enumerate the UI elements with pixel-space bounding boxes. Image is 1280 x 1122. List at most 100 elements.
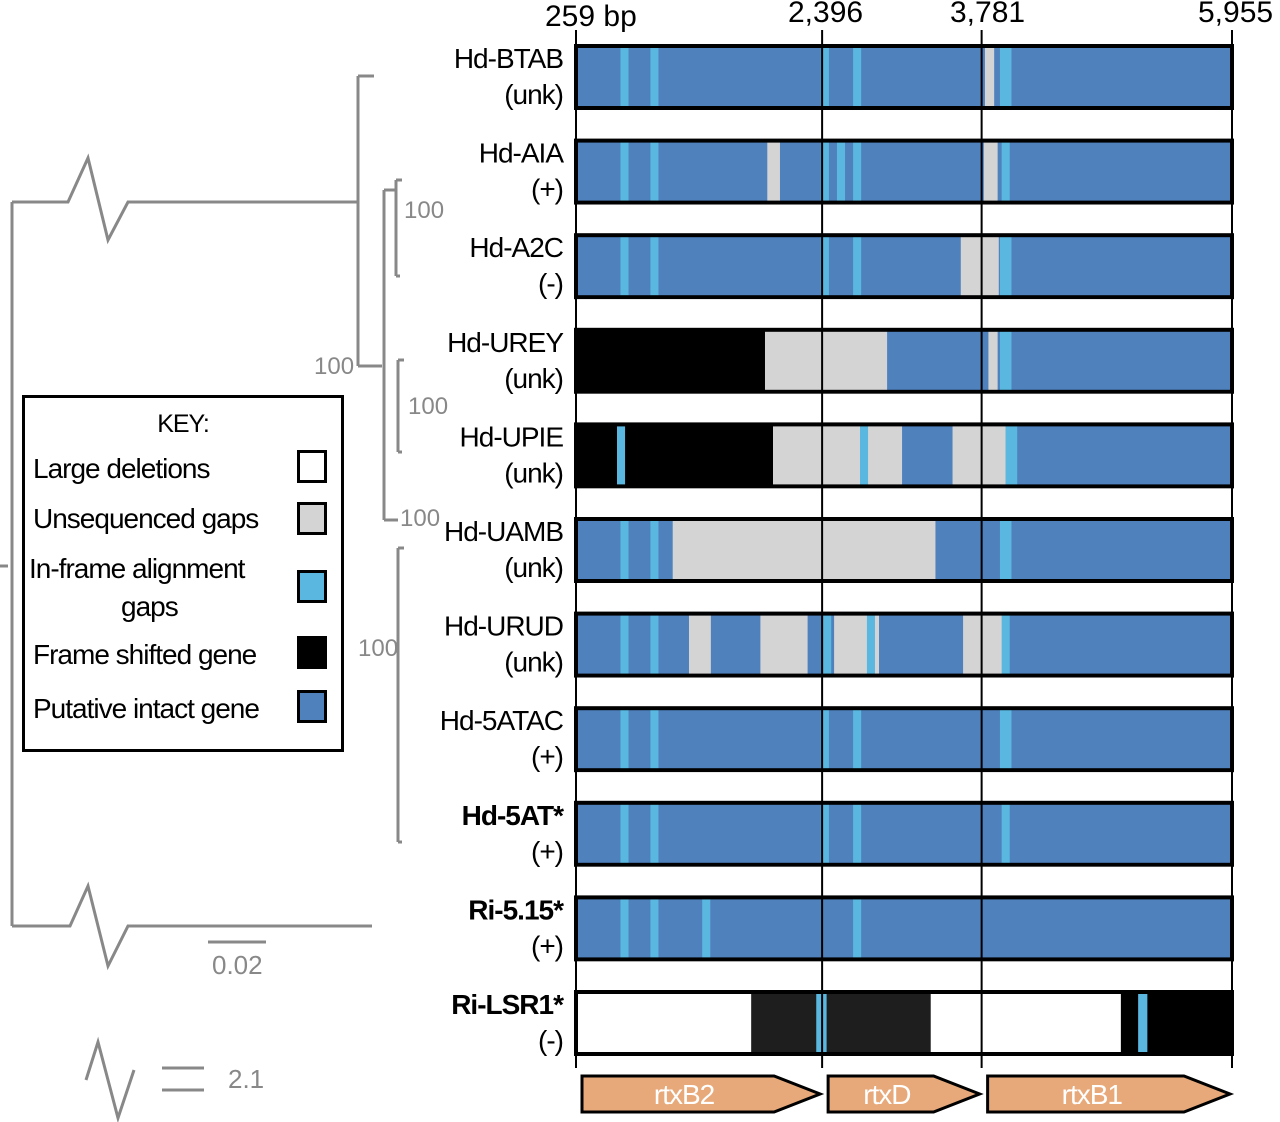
- track-mark-gap_inframe: [650, 613, 659, 676]
- track-name-label: Hd-5ATAC: [440, 705, 564, 736]
- legend-swatch-unsequenced: [297, 502, 327, 535]
- track-mark-gap_inframe: [1001, 613, 1010, 676]
- track-segment-deletion: [930, 992, 1121, 1054]
- track-mark-gap_inframe: [620, 519, 629, 581]
- track-mark-gap_inframe: [853, 140, 862, 203]
- track-mark-gap_inframe: [999, 708, 1012, 771]
- track-segment-unsequenced: [760, 613, 808, 676]
- track-mark-gap_inframe: [620, 613, 629, 676]
- track-mark-gap_inframe: [999, 519, 1012, 581]
- track-mark-gap_inframe: [999, 235, 1012, 298]
- track-status-label: (+): [531, 741, 563, 772]
- track-mark-gap_inframe: [620, 46, 629, 108]
- track-segment-intact: [576, 235, 1232, 298]
- tree-branch-top: [12, 153, 358, 245]
- track-name-label: Hd-A2C: [469, 232, 563, 263]
- legend-box: KEY: Large deletions Unsequenced gaps In…: [22, 395, 344, 752]
- boundary-lines: [575, 30, 1233, 1068]
- scale-tick-label: 2,396: [788, 0, 863, 29]
- track-segment-frameshift: [576, 329, 765, 392]
- bootstrap-label: 100: [314, 353, 354, 380]
- track-mark-gap_inframe: [620, 140, 629, 203]
- bootstrap-label: 100: [358, 635, 398, 662]
- track-segment-intact: [576, 708, 1232, 771]
- track-labels: Hd-BTAB (unk) Hd-AIA (+) Hd-A2C (-) Hd-UREY (un…: [440, 43, 566, 1056]
- tree-break-equals: [162, 1066, 204, 1092]
- gene-arrow: [580, 1074, 825, 1114]
- track-segment-frameshift: [576, 424, 774, 487]
- track-segment-intact: [576, 802, 1232, 865]
- track-mark-gap_inframe: [1001, 802, 1010, 865]
- track-status-label: (+): [531, 930, 563, 961]
- track-name-label: Hd-URUD: [444, 611, 563, 642]
- track-mark-gap_inframe: [853, 708, 862, 771]
- legend-label-deletion: Large deletions: [33, 453, 210, 484]
- track-mark-gap_inframe: [1005, 424, 1018, 487]
- track-segment-frameshift_dark: [751, 992, 931, 1054]
- scale-tick-label: 259 bp: [545, 0, 637, 33]
- track-segment-unsequenced: [963, 613, 1006, 676]
- track-mark-gap_inframe: [820, 708, 829, 771]
- track-mark-gap_inframe: [620, 235, 629, 298]
- tree-scale-label: 0.02: [212, 950, 263, 980]
- track-mark-gap_inframe: [702, 897, 711, 960]
- track-spacer: [576, 583, 1232, 609]
- track-status-label: (+): [531, 836, 563, 867]
- track-status-label: (unk): [504, 552, 563, 583]
- track-mark-gap_inframe: [820, 46, 829, 108]
- legend-label-unsequenced: Unsequenced gaps: [33, 503, 259, 534]
- gene-label: rtxB2: [654, 1079, 715, 1110]
- tree-branch-bottom: [12, 881, 372, 971]
- track-mark-gap_inframe: [820, 802, 829, 865]
- track-mark-gap_inframe: [999, 329, 1012, 392]
- track-mark-gap_inframe: [853, 46, 862, 108]
- track-mark-gap_inframe: [853, 897, 862, 960]
- track-segment-intact: [887, 329, 1232, 392]
- track-name-label: Hd-UREY: [447, 327, 564, 358]
- track-mark-gap_inframe: [823, 613, 832, 676]
- tree-clade-4: [384, 180, 398, 276]
- track-mark-unsequenced: [984, 46, 995, 108]
- scale-tick-label: 3,781: [950, 0, 1025, 29]
- track-status-label: (unk): [504, 457, 563, 488]
- track-segment-intact: [935, 519, 1232, 581]
- track-mark-gap_inframe: [836, 140, 846, 203]
- track-mark-gap_inframe: [820, 235, 829, 298]
- track-mark-gap_inframe: [620, 897, 629, 960]
- track-segment-unsequenced: [960, 235, 999, 298]
- gene-arrow: [826, 1074, 984, 1114]
- tree-tips: [358, 74, 404, 844]
- track-mark-gap_inframe: [620, 708, 629, 771]
- track-segment-frameshift: [1120, 992, 1232, 1054]
- track-mark-gap_inframe: [650, 140, 659, 203]
- track-mark-gap_inframe: [650, 235, 659, 298]
- track-name-label: Ri-5.15*: [468, 894, 564, 925]
- gene-tracks: [574, 44, 1234, 1082]
- track-spacer: [576, 772, 1232, 799]
- gene-arrow: [986, 1074, 1235, 1114]
- legend-swatch-inframe-gap: [297, 570, 327, 603]
- track-segment-unsequenced: [764, 329, 888, 392]
- track-segment-intact: [576, 897, 1232, 960]
- track-status-label: (+): [531, 174, 563, 205]
- track-spacer: [576, 961, 1232, 988]
- track-spacer: [576, 204, 1232, 231]
- track-mark-gap_inframe: [820, 140, 829, 203]
- track-status-label: (unk): [504, 647, 563, 678]
- track-segment-unsequenced: [952, 424, 1006, 487]
- phylogenetic-tree: [0, 74, 404, 1122]
- scale-tick-label: 5,955: [1198, 0, 1273, 29]
- track-mark-gap_inframe: [999, 46, 1012, 108]
- track-name-label: Hd-AIA: [479, 138, 565, 169]
- track-segment-intact: [1005, 424, 1232, 487]
- legend-label-inframe-line2: gaps: [121, 591, 179, 622]
- track-name-label: Hd-UAMB: [444, 516, 563, 547]
- tree-break-symbol: [84, 1036, 136, 1122]
- legend-label-intact: Putative intact gene: [33, 693, 260, 724]
- gene-arrows: rtxB2 rtxD rtxB1: [580, 1074, 1235, 1114]
- track-mark-gap_inframe: [860, 424, 869, 487]
- bootstrap-label: 100: [408, 393, 448, 420]
- legend-swatch-deletion: [297, 450, 327, 483]
- track-segment-unsequenced: [672, 519, 936, 581]
